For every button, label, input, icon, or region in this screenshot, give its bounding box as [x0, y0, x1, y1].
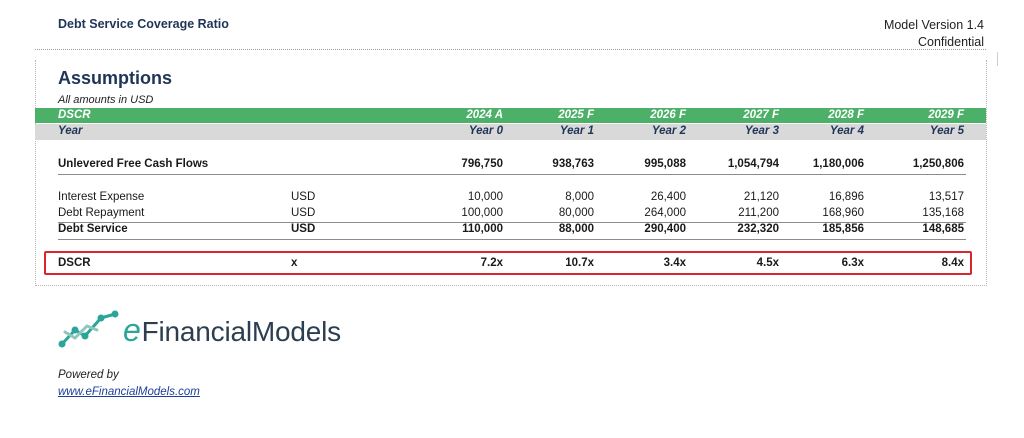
report-title: Debt Service Coverage Ratio [58, 17, 229, 31]
dscr-value: 8.4x [941, 257, 964, 269]
column-header-2025: 2025 F [558, 109, 594, 121]
confidentiality-label: Confidential [917, 35, 984, 49]
table-cell: 135,168 [922, 207, 964, 219]
year-cell: Year 2 [651, 125, 686, 137]
row-unit: USD [291, 207, 316, 219]
model-version: Model Version 1.4 [883, 18, 984, 32]
logo-chart-icon [58, 310, 119, 348]
table-cell: 290,400 [644, 223, 686, 235]
year-cell: Year 3 [744, 125, 779, 137]
currency-note: All amounts in USD [58, 94, 154, 106]
table-cell: 232,320 [737, 223, 779, 235]
table-cell: 13,517 [928, 191, 964, 203]
row-underline [58, 174, 966, 175]
table-cell: 995,088 [644, 158, 686, 170]
dscr-value: 3.4x [663, 257, 686, 269]
table-cell: 148,685 [922, 223, 964, 235]
table-cell: 8,000 [565, 191, 594, 203]
dscr-value: 7.2x [480, 257, 503, 269]
column-header-2026: 2026 F [650, 109, 686, 121]
table-cell: 16,896 [828, 191, 864, 203]
row-label-repayment: Debt Repayment [58, 207, 145, 219]
row-label-interest: Interest Expense [58, 191, 145, 203]
brand-logo-name: FinancialModels [141, 316, 342, 347]
column-header-2029: 2029 F [928, 109, 964, 121]
dscr-value: 4.5x [756, 257, 779, 269]
table-cell: 185,856 [822, 223, 864, 235]
table-cell: 1,054,794 [727, 158, 779, 170]
table-cell: 168,960 [822, 207, 864, 219]
header-divider [35, 49, 986, 50]
header-meta: Model Version 1.4 Confidential [884, 17, 984, 51]
table-cell: 100,000 [461, 207, 503, 219]
column-header-2024: 2024 A [466, 109, 503, 121]
column-header-2028: 2028 F [828, 109, 864, 121]
year-row-label: Year [58, 125, 83, 137]
brand-logo-text: eFinancialModels [123, 312, 341, 349]
row-underline [58, 222, 966, 223]
table-cell: 26,400 [650, 191, 686, 203]
table-cell: 211,200 [738, 207, 779, 219]
row-label-debt-service: Debt Service [58, 223, 128, 235]
row-unit: USD [291, 223, 316, 235]
dscr-value: 6.3x [841, 257, 864, 269]
powered-by-label: Powered by [58, 369, 119, 381]
dscr-value: 10.7x [565, 257, 594, 269]
table-cell: 10,000 [467, 191, 503, 203]
row-underline [58, 239, 966, 240]
column-header-2027: 2027 F [743, 109, 779, 121]
dscr-highlight-box [44, 251, 972, 275]
row-label-dscr: DSCR [58, 257, 91, 269]
row-unit: USD [291, 191, 316, 203]
table-cell: 110,000 [462, 223, 503, 235]
year-header-band [35, 124, 986, 140]
brand-logo-prefix: e [123, 312, 141, 348]
table-header-label: DSCR [58, 109, 91, 121]
table-cell: 938,763 [552, 158, 594, 170]
table-frame [35, 60, 987, 286]
row-unit: x [291, 257, 298, 269]
year-cell: Year 1 [559, 125, 594, 137]
table-header-band [35, 108, 986, 123]
table-cell: 88,000 [558, 223, 594, 235]
year-cell: Year 5 [929, 125, 964, 137]
table-cell: 1,250,806 [912, 158, 964, 170]
table-cell: 80,000 [558, 207, 594, 219]
row-label-ufcf: Unlevered Free Cash Flows [58, 158, 209, 170]
section-title: Assumptions [58, 68, 173, 88]
table-cell: 1,180,006 [812, 158, 864, 170]
year-cell: Year 0 [468, 125, 503, 137]
website-link[interactable]: www.eFinancialModels.com [58, 386, 200, 398]
table-cell: 796,750 [461, 158, 503, 170]
table-cell: 21,120 [743, 191, 779, 203]
margin-marker [997, 52, 998, 66]
year-cell: Year 4 [829, 125, 864, 137]
table-cell: 264,000 [644, 207, 686, 219]
